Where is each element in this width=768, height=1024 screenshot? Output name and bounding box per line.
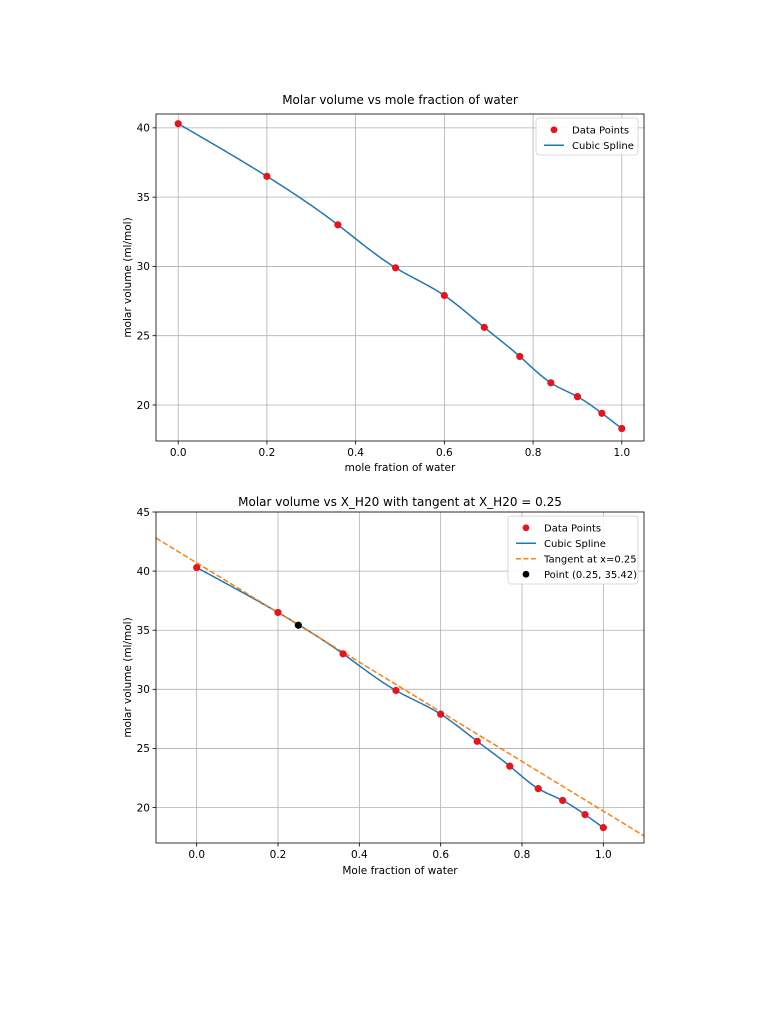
legend-label: Data Points — [572, 126, 629, 137]
y-tick-label: 25 — [137, 743, 150, 755]
axes-frame — [155, 113, 645, 442]
y-tick-label: 35 — [137, 625, 150, 637]
x-tick-label: 0.0 — [170, 447, 187, 459]
x-tick-label: 0.4 — [347, 447, 364, 459]
data-point — [339, 650, 347, 658]
x-tick-label: 1.0 — [595, 849, 612, 861]
x-tick-label: 0.4 — [351, 849, 368, 861]
x-tick-label: 0.2 — [270, 849, 287, 861]
data-point — [334, 221, 342, 229]
x-tick-label: 0.8 — [525, 447, 542, 459]
data-point — [437, 710, 445, 718]
y-axis-label: molar volume (ml/mol) — [122, 617, 134, 737]
y-tick-label: 30 — [137, 684, 150, 696]
plot-area — [156, 114, 644, 441]
data-point — [534, 785, 542, 793]
data-point — [599, 824, 607, 832]
y-tick-label: 40 — [137, 123, 150, 135]
data-point — [516, 352, 524, 361]
x-axis-label: mole fration of water — [345, 462, 456, 474]
data-point — [581, 811, 589, 819]
x-tick-label: 1.0 — [613, 447, 630, 459]
y-tick-label: 40 — [137, 566, 150, 578]
legend-label: Cubic Spline — [572, 141, 634, 152]
y-tick-label: 30 — [137, 261, 150, 273]
y-axis-label: molar volume (ml/mol) — [122, 217, 134, 337]
legend: Data Points Cubic Spline — [535, 117, 639, 156]
data-point — [618, 424, 626, 433]
x-tick-label: 0.6 — [432, 849, 449, 861]
x-tick-label: 0.2 — [259, 447, 276, 459]
data-point — [547, 379, 555, 387]
y-tick-label: 20 — [137, 802, 150, 814]
data-point — [559, 796, 567, 805]
data-point — [480, 323, 488, 331]
axes-frame — [155, 511, 645, 844]
data-point — [174, 120, 182, 128]
chart-1: 0.0 0.2 0.4 0.6 0.8 1.0 20 25 30 35 40 Molar volume… — [122, 93, 645, 474]
tangent-line — [156, 537, 644, 837]
data-point — [573, 393, 582, 401]
data-point — [391, 264, 400, 272]
data-point — [274, 608, 282, 617]
chart-title: Molar volume vs mole fraction of water — [282, 93, 518, 107]
legend-marker — [550, 126, 558, 134]
data-point — [506, 762, 514, 770]
x-tick-label: 0.0 — [188, 849, 205, 861]
legend-box — [507, 515, 639, 585]
legend-marker — [522, 524, 530, 532]
data-point — [473, 737, 481, 745]
legend-label: Cubic Spline — [544, 539, 606, 550]
y-tick-label: 35 — [137, 192, 150, 204]
legend-label: Data Points — [544, 524, 601, 535]
legend: Data Points Cubic Spline Tangent at x=0.25… — [507, 515, 639, 585]
legend-marker — [522, 570, 530, 578]
y-tick-label: 25 — [137, 330, 150, 342]
data-point — [392, 686, 400, 695]
x-tick-label: 0.8 — [514, 849, 531, 861]
x-axis-label: Mole fraction of water — [342, 865, 458, 877]
legend-label: Point (0.25, 35.42) — [544, 570, 637, 581]
y-tick-label: 20 — [137, 400, 150, 412]
x-tick-label: 0.6 — [436, 447, 453, 459]
chart-title: Molar volume vs X_H20 with tangent at X_… — [238, 495, 562, 509]
data-point — [193, 563, 201, 572]
tangent-point — [294, 621, 302, 629]
chart-2: 0.0 0.2 0.4 0.6 0.8 1.0 20 25 30 35 40 45 Molar volu… — [122, 495, 645, 877]
legend-label: Tangent at x=0.25 — [543, 555, 637, 566]
y-tick-label: 45 — [137, 507, 150, 519]
data-point — [598, 409, 606, 417]
data-point — [440, 291, 448, 300]
data-point — [263, 172, 271, 180]
